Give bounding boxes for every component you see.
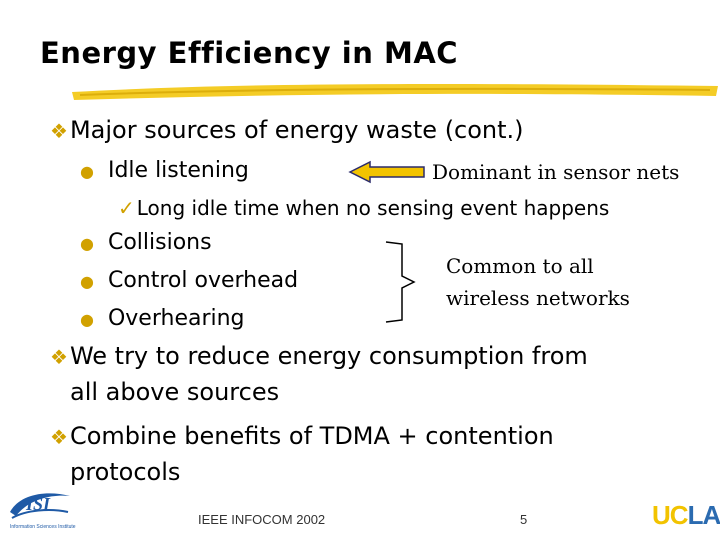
point-combine-benefits: ❖Combine benefits of TDMA + contention	[50, 422, 554, 450]
note-common-line2: wireless networks	[446, 286, 630, 310]
diamond-bullet-icon: ❖	[50, 345, 68, 369]
diamond-bullet-icon: ❖	[50, 119, 68, 143]
title-underline	[72, 84, 718, 100]
point-reduce-energy: ❖We try to reduce energy consumption fro…	[50, 342, 588, 370]
checkmark-icon: ✓	[118, 196, 135, 220]
sub-item-collisions: ● Collisions	[80, 230, 212, 255]
point-combine-benefits-cont: protocols	[70, 458, 181, 486]
slide-title: Energy Efficiency in MAC	[40, 36, 459, 70]
isi-swoosh-icon	[10, 493, 70, 519]
arrow-left-icon	[348, 160, 425, 184]
point-energy-waste: ❖Major sources of energy waste (cont.)	[50, 116, 524, 144]
footer-conference: IEEE INFOCOM 2002	[198, 512, 326, 527]
check-item-idle-time: ✓ Long idle time when no sensing event ha…	[118, 196, 610, 220]
isi-logo: ISI Information Sciences Institute	[6, 488, 76, 534]
sub-item-idle-listening: ● Idle listening	[80, 158, 249, 183]
diamond-bullet-icon: ❖	[50, 425, 68, 449]
isi-logo-caption: Information Sciences Institute	[10, 524, 76, 530]
dot-bullet-icon: ●	[80, 310, 94, 329]
note-dominant: Dominant in sensor nets	[432, 160, 680, 184]
sub-item-overhearing: ● Overhearing	[80, 306, 245, 331]
point-reduce-energy-cont: all above sources	[70, 378, 280, 406]
footer-page-number: 5	[520, 512, 528, 527]
sub-item-control-overhead: ● Control overhead	[80, 268, 299, 293]
isi-logo-text: ISI	[26, 494, 51, 514]
note-common-line1: Common to all	[446, 254, 594, 278]
ucla-logo: UCLA	[652, 500, 720, 530]
brace-icon	[385, 241, 416, 323]
dot-bullet-icon: ●	[80, 234, 94, 253]
dot-bullet-icon: ●	[80, 272, 94, 291]
dot-bullet-icon: ●	[80, 162, 94, 181]
